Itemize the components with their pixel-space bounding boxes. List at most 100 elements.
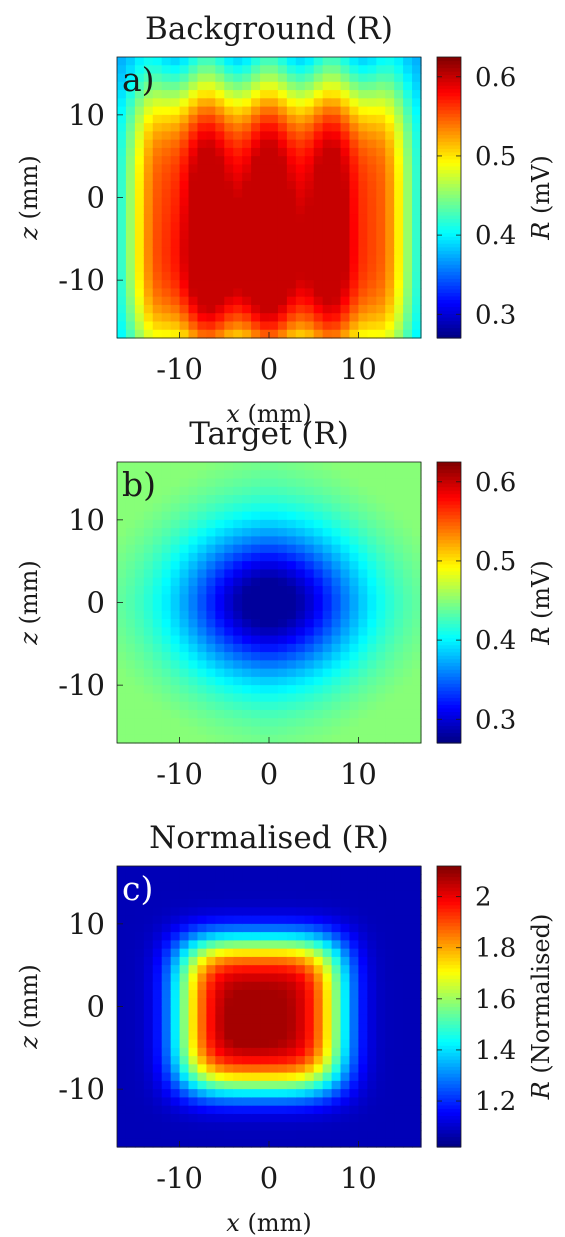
heatmap-cell xyxy=(304,462,315,471)
heatmap-cell xyxy=(242,329,252,339)
heatmap-cell xyxy=(313,1064,324,1074)
heatmap-cell xyxy=(125,635,136,645)
heatmap-cell xyxy=(143,495,154,504)
heatmap-cell xyxy=(260,156,270,166)
heatmap-cell xyxy=(358,635,368,645)
heatmap-cell xyxy=(125,874,136,884)
heatmap-cell xyxy=(403,619,413,628)
heatmap-cell xyxy=(403,923,413,933)
heatmap-cell xyxy=(304,1031,315,1041)
colorbar-segment xyxy=(437,274,461,279)
heatmap-cell xyxy=(349,131,360,141)
heatmap-cell xyxy=(152,685,163,695)
colorbar-segment xyxy=(437,123,461,128)
heatmap-cell xyxy=(197,503,208,513)
heatmap-cell xyxy=(403,329,413,339)
heatmap-cell xyxy=(215,238,225,248)
heatmap-cell xyxy=(358,1072,368,1082)
heatmap-cell xyxy=(152,1056,163,1065)
heatmap-cell xyxy=(331,519,342,529)
heatmap-cell xyxy=(179,552,190,562)
heatmap-cell xyxy=(242,81,252,91)
heatmap-cell xyxy=(277,923,288,933)
heatmap-cell xyxy=(403,998,413,1008)
heatmap-cell xyxy=(224,73,234,83)
heatmap-cell xyxy=(215,321,225,331)
heatmap-cell xyxy=(394,907,404,917)
heatmap-cell xyxy=(117,627,127,637)
heatmap-cell xyxy=(260,594,270,604)
heatmap-cell xyxy=(224,1039,234,1049)
heatmap-cell xyxy=(251,222,261,232)
heatmap-cell xyxy=(125,247,136,256)
heatmap-cell xyxy=(376,544,386,554)
heatmap-cell xyxy=(277,874,288,884)
colorbar-segment xyxy=(437,1038,461,1043)
heatmap-cell xyxy=(331,882,342,892)
heatmap-cell xyxy=(322,172,333,182)
heatmap-cell xyxy=(304,652,315,661)
heatmap-cell xyxy=(215,65,225,75)
heatmap-cell xyxy=(260,271,270,281)
heatmap-cell xyxy=(215,1006,225,1016)
heatmap-cell xyxy=(367,205,377,215)
heatmap-cell xyxy=(242,197,252,207)
heatmap-cell xyxy=(304,619,315,628)
heatmap-cell xyxy=(242,65,252,75)
heatmap-cell xyxy=(117,635,127,645)
heatmap-cell xyxy=(125,627,136,637)
heatmap-cell xyxy=(197,495,208,504)
heatmap-cell xyxy=(376,1039,386,1049)
heatmap-cell xyxy=(269,643,279,653)
heatmap-cell xyxy=(331,172,342,182)
heatmap-cell xyxy=(269,923,279,933)
heatmap-cell xyxy=(313,189,324,199)
colorbar-tick-label: 0.4 xyxy=(475,221,516,251)
heatmap-cell xyxy=(394,98,404,108)
heatmap-cell xyxy=(125,693,136,703)
heatmap-cell xyxy=(188,123,199,132)
heatmap-cell xyxy=(358,693,368,703)
heatmap-cell xyxy=(188,1089,199,1099)
heatmap-cell xyxy=(179,907,190,917)
heatmap-cell xyxy=(349,585,360,595)
heatmap-cell xyxy=(152,1072,163,1082)
heatmap-cell xyxy=(340,585,351,595)
heatmap-cell xyxy=(385,180,395,190)
heatmap-cell xyxy=(385,956,395,966)
colorbar-segment xyxy=(437,1017,461,1022)
heatmap-cell xyxy=(295,503,306,513)
heatmap-cell xyxy=(117,973,127,983)
heatmap-cell xyxy=(242,296,252,306)
heatmap-cell xyxy=(170,189,181,199)
heatmap-cell xyxy=(134,602,145,612)
heatmap-cell xyxy=(251,131,261,141)
heatmap-cell xyxy=(224,882,234,892)
colorbar-segment xyxy=(437,644,461,649)
heatmap-cell xyxy=(152,585,163,595)
heatmap-cell xyxy=(125,668,136,678)
heatmap-cell xyxy=(117,544,127,554)
colorbar-segment xyxy=(437,479,461,484)
heatmap-cell xyxy=(385,981,395,991)
heatmap-cell xyxy=(349,536,360,546)
heatmap-cell xyxy=(251,923,261,933)
heatmap-cell xyxy=(224,907,234,917)
heatmap-cell xyxy=(233,495,243,504)
heatmap-cell xyxy=(125,923,136,933)
heatmap-cell xyxy=(313,1122,324,1132)
heatmap-cell xyxy=(161,1014,172,1024)
heatmap-cell xyxy=(260,321,270,331)
heatmap-cell xyxy=(403,1130,413,1140)
heatmap-cell xyxy=(394,139,404,149)
heatmap-cell xyxy=(394,57,404,66)
heatmap-cell xyxy=(233,635,243,645)
heatmap-cell xyxy=(215,643,225,653)
heatmap-cell xyxy=(161,890,172,900)
heatmap-cell xyxy=(269,726,279,736)
heatmap-cell xyxy=(331,907,342,917)
heatmap-cell xyxy=(117,1130,127,1140)
heatmap-cell xyxy=(143,973,154,983)
heatmap-cell xyxy=(304,660,315,670)
heatmap-cell xyxy=(170,1089,181,1099)
